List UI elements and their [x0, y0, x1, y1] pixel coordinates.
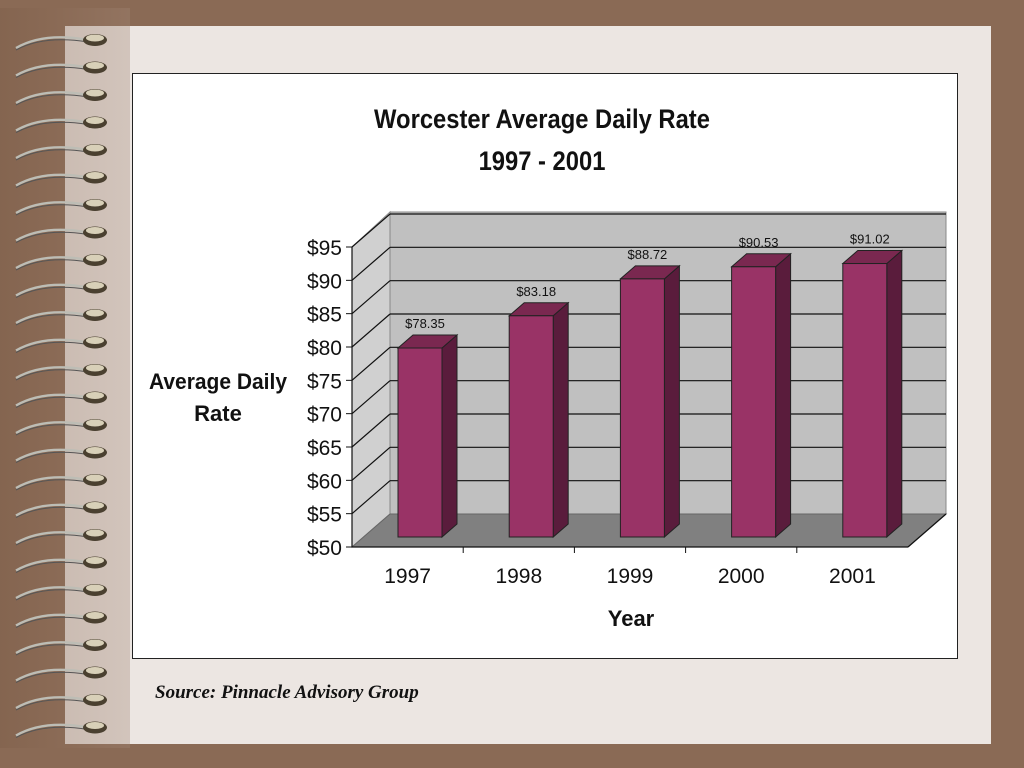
bar — [619, 278, 665, 538]
spiral-ring — [15, 116, 107, 133]
spiral-ring — [15, 694, 107, 711]
x-axis-title: Year — [608, 606, 655, 631]
spiral-ring — [15, 144, 107, 161]
y-tick-label: $70 — [307, 404, 342, 427]
spiral-ring — [15, 34, 107, 51]
bar — [397, 347, 443, 538]
spiral-ring — [15, 309, 107, 326]
y-tick-label: $50 — [307, 537, 342, 560]
data-label: $91.02 — [850, 232, 890, 247]
spiral-ring — [15, 446, 107, 463]
y-tick-label: $85 — [307, 304, 342, 327]
bar-side — [441, 333, 458, 539]
spiral-ring — [15, 254, 107, 271]
y-axis-title-line2: Rate — [194, 401, 242, 426]
spiral-ring — [15, 336, 107, 353]
spiral-ring — [15, 556, 107, 573]
y-tick-label: $90 — [307, 270, 342, 293]
gridline-side — [351, 246, 391, 281]
bar-side — [886, 249, 903, 539]
data-label: $78.35 — [405, 316, 445, 331]
spiral-ring — [15, 281, 107, 298]
spiral-ring — [15, 666, 107, 683]
spiral-ring — [15, 391, 107, 408]
x-tick-label: 2000 — [718, 565, 765, 588]
spiral-ring — [15, 611, 107, 628]
chart-title-block: Worcester Average Daily Rate 1997 - 2001 — [181, 98, 903, 182]
y-tick-label: $80 — [307, 337, 342, 360]
gridline-side — [351, 380, 391, 415]
bar-side — [663, 264, 680, 539]
bar — [508, 315, 554, 538]
y-axis-title-line1: Average Daily — [149, 369, 288, 394]
spiral-ring — [15, 501, 107, 518]
bar — [731, 266, 777, 538]
x-tick-label: 1997 — [384, 565, 431, 588]
spiral-binding — [15, 34, 107, 738]
bar — [842, 263, 888, 538]
spiral-ring — [15, 199, 107, 216]
source-note: Source: Pinnacle Advisory Group — [155, 682, 419, 703]
spiral-ring — [15, 89, 107, 106]
y-tick-label: $55 — [307, 504, 342, 527]
gridline-side — [351, 313, 391, 348]
spiral-ring — [15, 419, 107, 436]
chart-title: Worcester Average Daily Rate — [374, 104, 710, 134]
x-tick-label: 2001 — [829, 565, 876, 588]
data-label: $90.53 — [739, 235, 779, 250]
chart-subtitle: 1997 - 2001 — [478, 146, 606, 176]
spiral-ring — [15, 474, 107, 491]
floor-edge — [907, 513, 947, 548]
spiral-ring — [15, 584, 107, 601]
y-tick-label: $75 — [307, 370, 342, 393]
data-label: $88.72 — [628, 247, 668, 262]
spiral-ring — [15, 721, 107, 738]
y-tick-label: $65 — [307, 437, 342, 460]
y-tick-label: $60 — [307, 470, 342, 493]
bar-side — [775, 252, 792, 539]
spiral-ring — [15, 171, 107, 188]
y-tick-label: $95 — [307, 237, 342, 260]
spiral-ring — [15, 639, 107, 656]
gridline-side — [351, 213, 391, 248]
spiral-ring — [15, 226, 107, 243]
gridline-side — [351, 446, 391, 481]
gridline-side — [351, 480, 391, 515]
data-label: $83.18 — [516, 284, 556, 299]
gridline-side — [351, 346, 391, 381]
spiral-ring — [15, 61, 107, 78]
spiral-ring — [15, 364, 107, 381]
gridline-side — [351, 280, 391, 315]
bar-side — [552, 301, 569, 539]
spiral-ring — [15, 529, 107, 546]
gridline-side — [351, 413, 391, 448]
x-tick-label: 1998 — [495, 565, 542, 588]
x-tick-label: 1999 — [607, 565, 654, 588]
